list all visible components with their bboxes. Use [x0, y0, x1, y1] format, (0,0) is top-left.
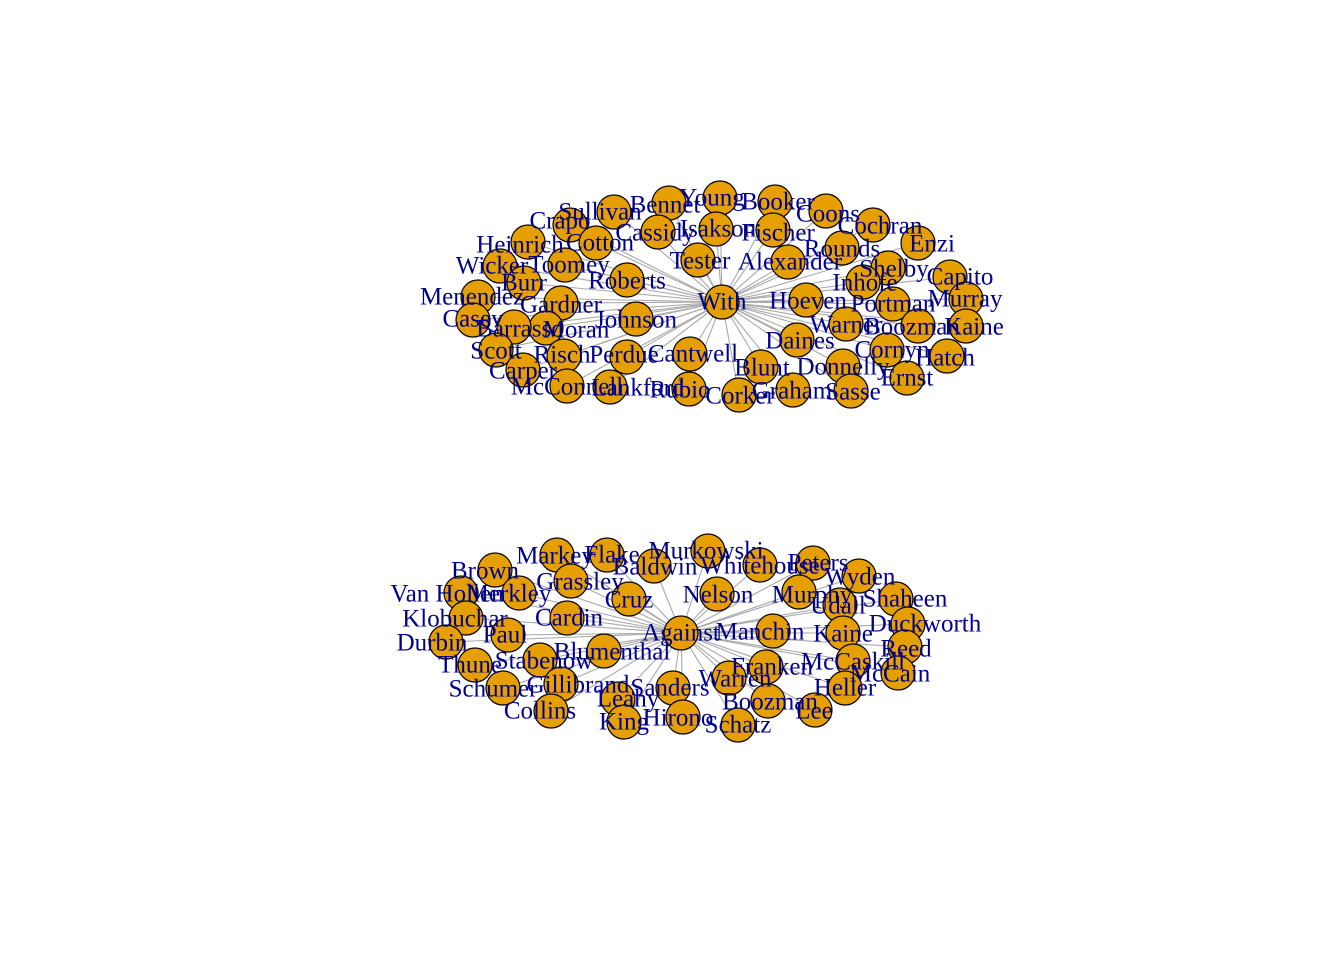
net2-label-collins: Collins — [504, 698, 576, 725]
net2-label-markey: Markey — [516, 543, 594, 570]
net2-label-cardin: Cardin — [535, 605, 604, 632]
net1-label-ernst: Ernst — [881, 365, 934, 392]
net1-label-mcconnell: McConnell — [511, 374, 624, 401]
net2-label-baldwin: Baldwin — [613, 554, 698, 581]
net2-label-schatz: Schatz — [705, 712, 772, 739]
net2-label-shaheen: Shaheen — [863, 586, 948, 613]
net2-label-mccain: McCain — [850, 661, 931, 688]
net2-label-paul: Paul — [483, 622, 528, 649]
net1-label-with: With — [698, 289, 747, 316]
net1-label-daines: Daines — [765, 328, 834, 355]
net2-label-reed: Reed — [880, 636, 932, 663]
net2-label-hirono: Hirono — [643, 705, 714, 732]
net2-label-stabenow: Stabenow — [495, 648, 594, 675]
net1-label-murray: Murray — [928, 286, 1003, 313]
net2-label-van-hollen: Van Hollen — [390, 581, 504, 608]
net2-label-thune: Thune — [438, 652, 502, 679]
net2-label-udall: Udall — [810, 593, 866, 620]
net1-label-boozman: Boozman — [864, 314, 960, 341]
net2-label-cruz: Cruz — [605, 587, 654, 614]
net1-label-hoeven: Hoeven — [769, 288, 847, 315]
net1-label-tester: Tester — [670, 248, 731, 275]
net1-label-enzi: Enzi — [909, 231, 955, 258]
net1-label-sasse: Sasse — [825, 379, 881, 406]
net2-label-lee: Lee — [795, 698, 832, 725]
net1-label-johnson: Johnson — [595, 307, 677, 334]
net1-label-rubio: Rubio — [649, 377, 710, 404]
net2-label-nelson: Nelson — [683, 582, 754, 609]
net1-label-gardner: Gardner — [520, 292, 603, 319]
net2-label-kaine: Kaine — [813, 621, 873, 648]
net1-label-roberts: Roberts — [588, 268, 666, 295]
net1-label-donnelly: Donnelly — [796, 354, 890, 381]
net1-label-cantwell: Cantwell — [648, 341, 738, 368]
net1-label-graham: Graham — [752, 378, 833, 405]
net2-label-manchin: Manchin — [716, 619, 805, 646]
net2-label-duckworth: Duckworth — [869, 611, 982, 638]
